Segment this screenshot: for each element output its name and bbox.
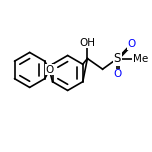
Text: S: S: [114, 52, 121, 65]
Text: O: O: [127, 39, 135, 49]
Text: O: O: [113, 69, 121, 79]
Text: OH: OH: [79, 38, 95, 48]
Text: O: O: [45, 65, 54, 75]
Text: Me: Me: [133, 54, 148, 64]
